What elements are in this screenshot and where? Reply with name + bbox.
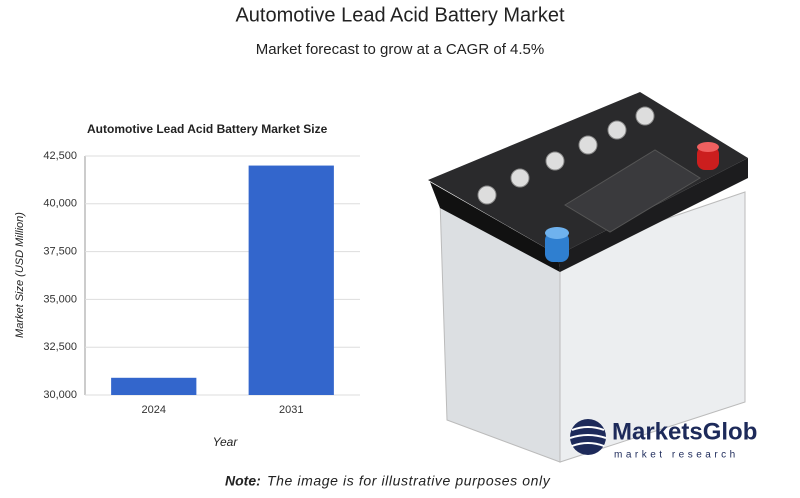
y-tick-label: 35,000 — [43, 293, 77, 305]
y-tick-label: 30,000 — [43, 389, 77, 401]
x-tick-label: 2024 — [142, 404, 166, 416]
chart-title: Automotive Lead Acid Battery Market Size — [87, 122, 328, 136]
note-text: The image is for illustrative purposes o… — [267, 473, 551, 489]
logo-tagline: market research — [614, 450, 739, 461]
logo-name: MarketsGlob — [612, 418, 757, 445]
note-label: Note: — [225, 473, 261, 489]
page-subtitle: Market forecast to grow at a CAGR of 4.5… — [256, 41, 544, 58]
y-tick-label: 40,000 — [43, 198, 77, 210]
y-axis-label: Market Size (USD Million) — [14, 212, 26, 338]
page-title: Automotive Lead Acid Battery Market — [235, 4, 564, 26]
x-axis-label: Year — [213, 435, 239, 449]
y-tick-label: 42,500 — [43, 150, 77, 162]
bar — [248, 165, 334, 395]
y-tick-label: 37,500 — [43, 246, 77, 258]
x-tick-label: 2031 — [279, 404, 303, 416]
y-tick-label: 32,500 — [43, 341, 77, 353]
bar — [111, 377, 197, 395]
battery-illustration — [428, 92, 748, 463]
